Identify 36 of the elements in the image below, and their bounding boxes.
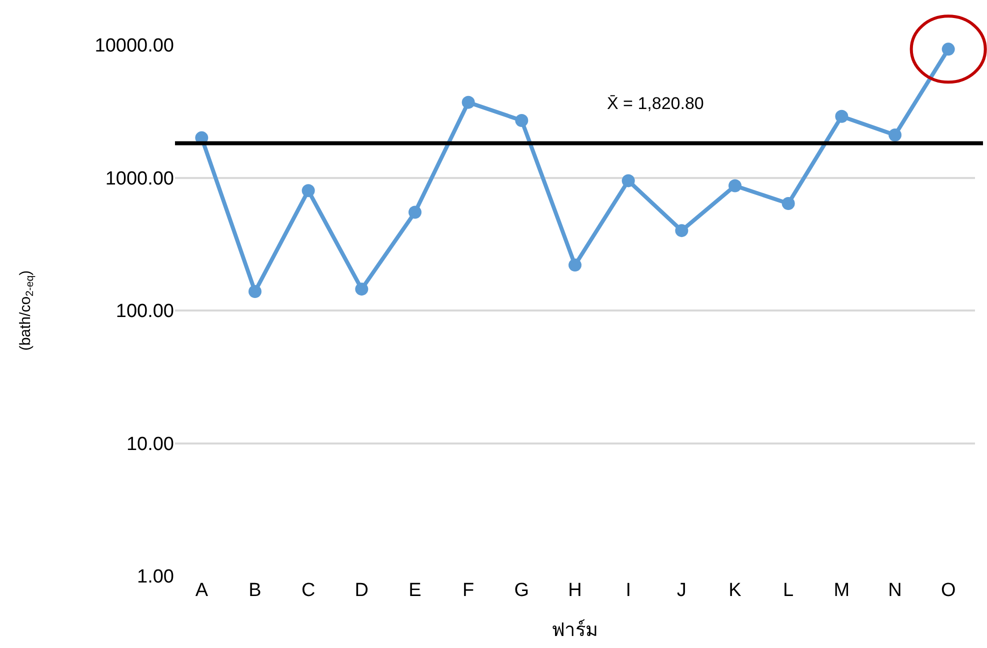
y-tick-label: 1.00 bbox=[137, 566, 174, 588]
point bbox=[515, 114, 528, 127]
y-tick-label: 10.00 bbox=[126, 434, 174, 455]
x-tick-label: K bbox=[728, 580, 742, 601]
point bbox=[568, 258, 582, 272]
point bbox=[675, 224, 688, 238]
ref-line-label: X̄ = 1,820.80 bbox=[607, 94, 704, 113]
x-tick-label: E bbox=[408, 580, 422, 601]
x-tick-label: H bbox=[568, 580, 582, 601]
x-tick-label: G bbox=[514, 580, 530, 601]
point bbox=[942, 42, 955, 56]
x-axis-title: ฟาร์ม bbox=[552, 618, 598, 641]
point bbox=[248, 285, 262, 298]
x-tick-label: D bbox=[354, 580, 369, 601]
point bbox=[728, 179, 742, 192]
point bbox=[782, 196, 795, 210]
x-tick-label: M bbox=[834, 580, 850, 601]
x-tick-label: J bbox=[676, 580, 686, 601]
point bbox=[408, 206, 422, 219]
x-tick-label: L bbox=[783, 580, 794, 601]
point bbox=[835, 110, 848, 123]
point bbox=[622, 174, 635, 188]
y-tick-label: 100.00 bbox=[116, 301, 174, 322]
x-tick-label: N bbox=[888, 580, 902, 601]
x-tick-label: F bbox=[462, 580, 474, 601]
point bbox=[888, 128, 902, 142]
point bbox=[302, 184, 315, 198]
x-tick-label: B bbox=[248, 580, 262, 601]
point bbox=[355, 282, 368, 296]
y-tick-label: 10000.00 bbox=[94, 36, 174, 57]
x-tick-label: A bbox=[195, 580, 208, 601]
point bbox=[462, 96, 475, 109]
x-tick-label: C bbox=[301, 580, 316, 601]
y-tick-label: 1000.00 bbox=[105, 168, 174, 190]
x-tick-label: O bbox=[940, 580, 956, 601]
x-tick-label: I bbox=[626, 580, 631, 601]
